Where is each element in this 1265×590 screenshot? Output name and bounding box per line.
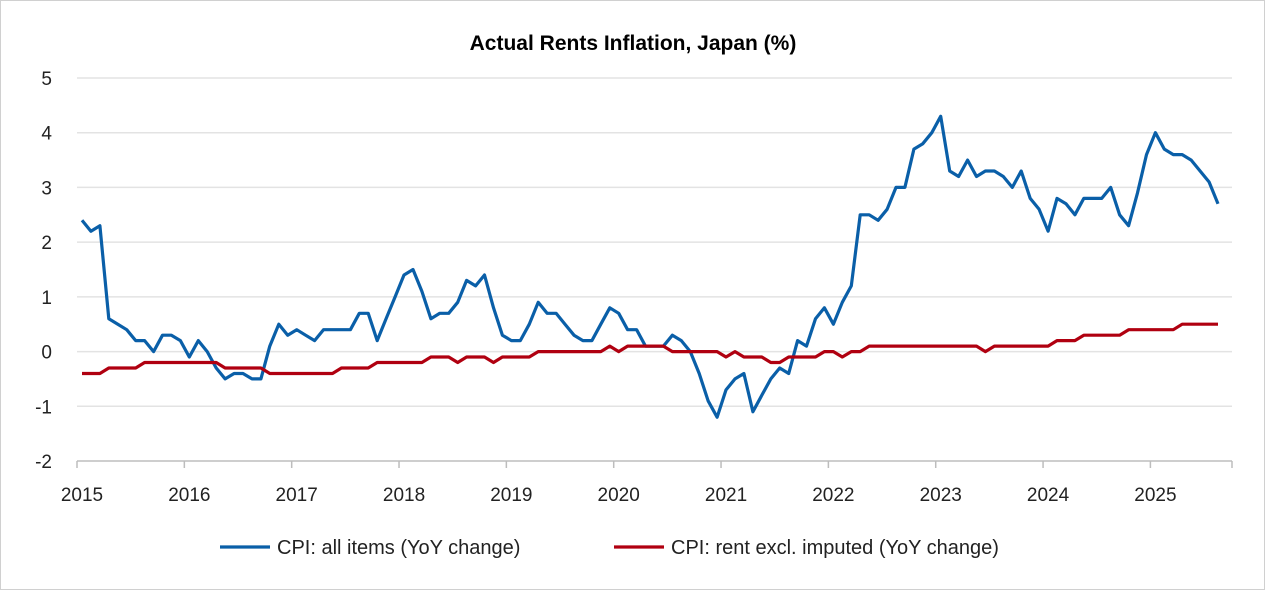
y-tick-label: 1 xyxy=(41,288,52,309)
series-line-cpi-rent xyxy=(82,322,1218,376)
y-tick-label: 4 xyxy=(41,124,52,145)
series-line-cpi-all-items xyxy=(80,114,1220,419)
x-tick-label: 2025 xyxy=(1134,485,1176,506)
x-tick-label: 2015 xyxy=(61,485,103,506)
y-tick-label: 3 xyxy=(41,178,52,199)
y-tick-label: 5 xyxy=(41,69,52,90)
x-tick-label: 2016 xyxy=(168,485,210,506)
x-tick-label: 2022 xyxy=(812,485,854,506)
x-tick-label: 2019 xyxy=(490,485,532,506)
x-tick-label: 2020 xyxy=(598,485,640,506)
x-tick-label: 2021 xyxy=(705,485,747,506)
y-tick-label: -2 xyxy=(35,452,52,473)
legend-item: CPI: all items (YoY change) xyxy=(220,537,520,559)
y-tick-label: 2 xyxy=(41,233,52,254)
y-tick-label: 0 xyxy=(41,343,52,364)
x-tick-label: 2023 xyxy=(920,485,962,506)
x-tick-label: 2018 xyxy=(383,485,425,506)
chart-title: Actual Rents Inflation, Japan (%) xyxy=(470,32,797,55)
x-tick-label: 2024 xyxy=(1027,485,1070,506)
legend-label: CPI: all items (YoY change) xyxy=(277,537,520,559)
legend-item: CPI: rent excl. imputed (YoY change) xyxy=(614,537,999,559)
x-tick-label: 2017 xyxy=(276,485,318,506)
legend-label: CPI: rent excl. imputed (YoY change) xyxy=(671,537,999,559)
y-tick-label: -1 xyxy=(35,397,52,418)
